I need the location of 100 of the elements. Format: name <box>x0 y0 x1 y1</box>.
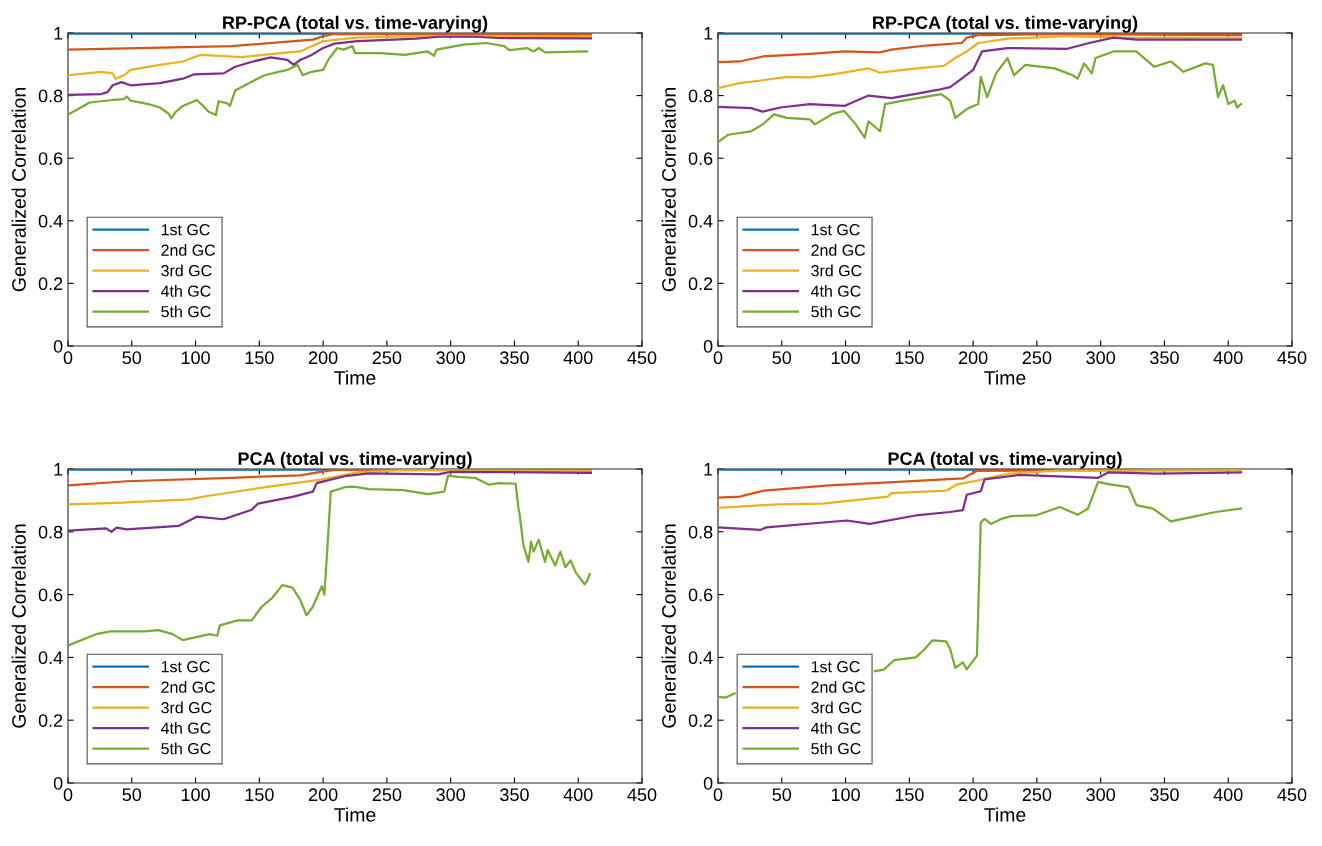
x-tick-label: 400 <box>563 788 593 802</box>
chart-title: RP-PCA (total vs. time-varying) <box>223 15 488 33</box>
line-series <box>718 36 1243 113</box>
x-tick-label: 450 <box>627 351 657 365</box>
y-tick-label: 0.8 <box>38 89 63 103</box>
y-tick-label: 1 <box>704 27 713 40</box>
x-axis-title: Time <box>984 370 1026 385</box>
x-tick-label: 450 <box>1277 788 1307 802</box>
x-tick-label: 50 <box>122 351 142 365</box>
line-series <box>68 470 593 533</box>
legend-label: 2nd GC <box>811 681 866 693</box>
legend-label: 5th GC <box>811 305 861 318</box>
x-tick-label: 150 <box>895 788 924 802</box>
x-tick-label: 250 <box>372 351 402 365</box>
y-tick-label: 0.4 <box>688 214 713 228</box>
legend-label: 3rd GC <box>161 701 212 714</box>
legend-label: 1st GC <box>811 661 860 673</box>
x-tick-label: 400 <box>1213 788 1243 802</box>
line-series <box>68 41 589 120</box>
x-tick-label: 200 <box>308 788 338 802</box>
y-tick-label: 0.2 <box>688 277 713 291</box>
x-axis-title: Time <box>334 807 376 822</box>
line-series <box>68 35 593 97</box>
y-tick-label: 0.2 <box>688 714 713 727</box>
y-tick-label: 0.6 <box>688 152 713 165</box>
x-tick-label: 350 <box>1150 788 1179 802</box>
x-tick-label: 250 <box>1022 351 1052 365</box>
legend-label: 1st GC <box>161 224 210 236</box>
y-axis-title: Generalized Correlation <box>11 88 26 292</box>
y-tick-label: 0.4 <box>38 214 63 228</box>
y-tick-label: 0.4 <box>38 651 63 665</box>
y-tick-label: 1 <box>704 463 713 476</box>
x-tick-label: 450 <box>627 788 657 802</box>
legend-label: 2nd GC <box>811 244 866 256</box>
x-tick-label: 150 <box>895 351 924 365</box>
y-tick-label: 0.8 <box>688 89 713 103</box>
legend-label: 5th GC <box>161 305 211 318</box>
y-tick-label: 0 <box>53 339 63 353</box>
x-tick-label: 350 <box>500 351 529 365</box>
y-tick-label: 0.6 <box>38 588 63 602</box>
line-series <box>68 33 593 51</box>
x-tick-label: 250 <box>372 788 402 802</box>
line-series <box>68 474 591 647</box>
x-tick-label: 50 <box>772 788 792 802</box>
legend-label: 4th GC <box>811 285 861 297</box>
y-tick-label: 0.8 <box>688 525 713 539</box>
x-tick-label: 200 <box>958 351 988 365</box>
x-tick-label: 300 <box>1086 788 1116 802</box>
legend-label: 4th GC <box>811 722 861 734</box>
legend-label: 5th GC <box>811 742 861 755</box>
y-axis-title: Generalized Correlation <box>661 88 676 292</box>
chart-title: RP-PCA (total vs. time-varying) <box>873 15 1138 33</box>
x-tick-label: 0 <box>63 788 73 802</box>
legend-label: 3rd GC <box>811 264 862 277</box>
line-series <box>718 50 1243 144</box>
legend-label: 1st GC <box>161 661 210 673</box>
x-tick-label: 50 <box>122 788 142 802</box>
legend-label: 2nd GC <box>161 681 216 693</box>
x-tick-label: 100 <box>831 351 860 365</box>
x-tick-label: 0 <box>713 351 723 365</box>
line-series <box>718 33 1243 64</box>
legend-label: 4th GC <box>161 722 211 734</box>
legend-label: 1st GC <box>811 224 860 236</box>
x-tick-label: 200 <box>308 351 338 365</box>
y-tick-label: 0 <box>703 339 713 353</box>
x-tick-label: 150 <box>245 351 274 365</box>
line-series <box>718 469 1243 510</box>
x-tick-label: 0 <box>713 788 723 802</box>
line-series <box>68 35 593 80</box>
legend-label: 3rd GC <box>161 264 212 277</box>
y-tick-label: 1 <box>54 463 63 476</box>
legend-label: 3rd GC <box>811 701 862 714</box>
chart-title: PCA (total vs. time-varying) <box>888 451 1122 469</box>
x-tick-label: 50 <box>772 351 792 365</box>
chart-title: PCA (total vs. time-varying) <box>238 451 472 469</box>
x-tick-label: 100 <box>181 351 210 365</box>
legend-label: 5th GC <box>161 742 211 755</box>
x-axis-title: Time <box>334 370 376 385</box>
x-tick-label: 0 <box>63 351 73 365</box>
x-tick-label: 200 <box>958 788 988 802</box>
line-series <box>68 469 593 506</box>
y-tick-label: 0.2 <box>38 277 63 291</box>
x-tick-label: 350 <box>1150 351 1179 365</box>
y-tick-label: 0.8 <box>38 525 63 539</box>
legend-label: 2nd GC <box>161 244 216 256</box>
x-tick-label: 400 <box>563 351 593 365</box>
y-tick-label: 0.6 <box>38 152 63 165</box>
y-axis-title: Generalized Correlation <box>11 524 26 728</box>
x-tick-label: 100 <box>181 788 210 802</box>
x-tick-label: 250 <box>1022 788 1052 802</box>
y-tick-label: 0.2 <box>38 714 63 727</box>
x-tick-label: 150 <box>245 788 274 802</box>
x-tick-label: 350 <box>500 788 529 802</box>
y-tick-label: 0 <box>703 776 713 790</box>
x-tick-label: 300 <box>1086 351 1116 365</box>
line-series <box>718 471 1243 532</box>
x-tick-label: 300 <box>436 788 466 802</box>
x-tick-label: 300 <box>436 351 466 365</box>
line-series <box>718 35 1243 90</box>
y-tick-label: 0.4 <box>688 651 713 665</box>
